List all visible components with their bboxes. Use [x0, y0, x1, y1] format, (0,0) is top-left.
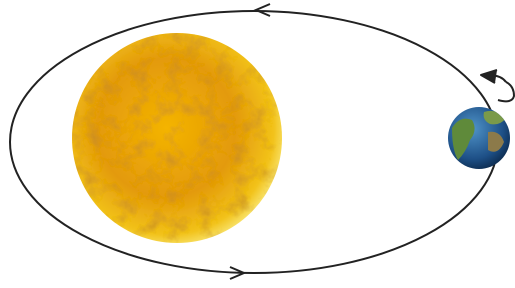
- page: [0, 0, 515, 288]
- diagram: [0, 0, 515, 288]
- rotation-arc: [498, 82, 514, 101]
- earth: [448, 107, 510, 169]
- sun-disc: [72, 33, 282, 243]
- orbit-arrow-top: [256, 4, 270, 16]
- sun: [72, 33, 282, 243]
